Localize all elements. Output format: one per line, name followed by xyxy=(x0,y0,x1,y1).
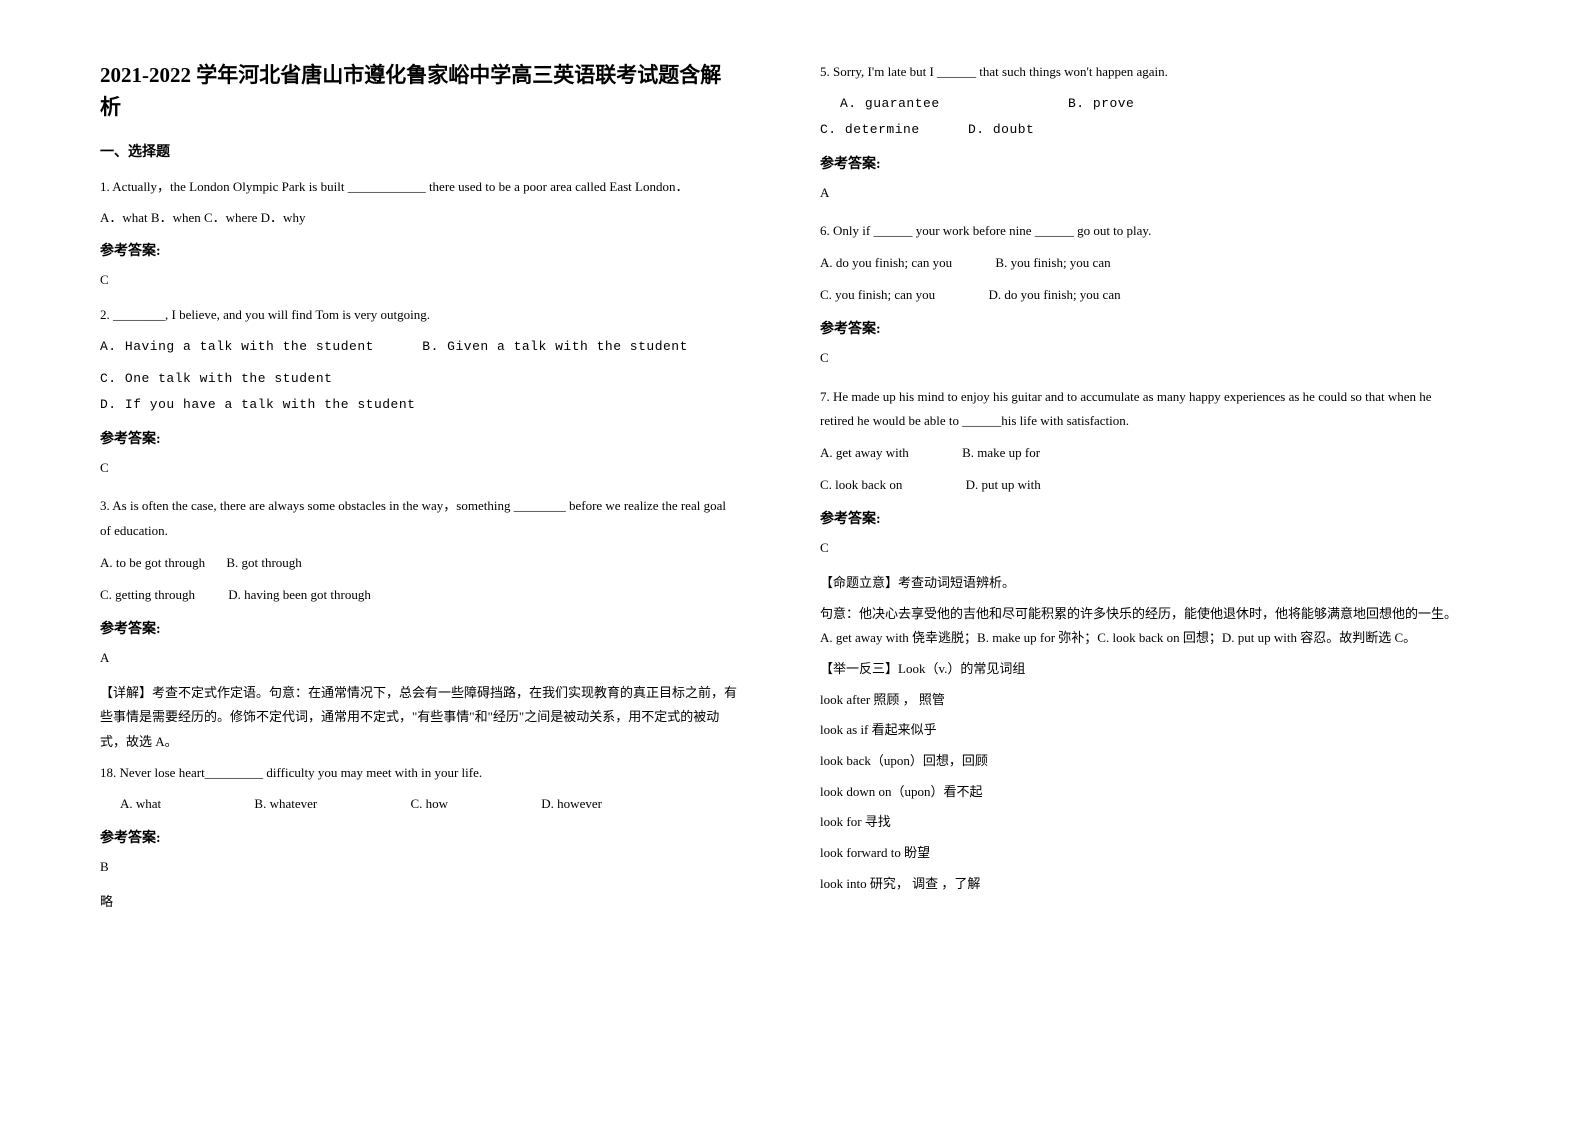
right-column: 5. Sorry, I'm late but I ______ that suc… xyxy=(800,60,1480,902)
q6-opt-a: A. do you finish; can you xyxy=(820,250,952,276)
q5-answer-label: 参考答案: xyxy=(820,153,1460,173)
q6-stem: 6. Only if ______ your work before nine … xyxy=(820,219,1460,244)
q6-options-row1: A. do you finish; can you B. you finish;… xyxy=(820,250,1460,276)
q7-explain-2: 句意：他决心去享受他的吉他和尽可能积累的许多快乐的经历，能使他退休时，他将能够满… xyxy=(820,602,1460,651)
q3-opt-b: B. got through xyxy=(226,550,301,576)
q6-opt-d: D. do you finish; you can xyxy=(988,282,1120,308)
left-column: 2021-2022 学年河北省唐山市遵化鲁家峪中学高三英语联考试题含解析 一、选… xyxy=(80,60,760,925)
q5-options: A. guarantee B. prove C. determine D. do… xyxy=(820,91,1460,143)
q7-opt-c: C. look back on xyxy=(820,472,902,498)
q7-stem: 7. He made up his mind to enjoy his guit… xyxy=(820,385,1460,434)
q4-note: 略 xyxy=(100,890,740,915)
q3-explain: 【详解】考查不定式作定语。句意：在通常情况下，总会有一些障碍挡路，在我们实现教育… xyxy=(100,681,740,755)
q3-opt-a: A. to be got through xyxy=(100,550,205,576)
q2-opt-c: C. One talk with the student xyxy=(100,366,332,392)
q1-answer: C xyxy=(100,268,740,293)
q6-opt-c: C. you finish; can you xyxy=(820,282,935,308)
q5-opt-a: A. guarantee xyxy=(840,91,940,117)
q2-stem: 2. ________, I believe, and you will fin… xyxy=(100,303,740,328)
q7-look-2: look as if 看起来似乎 xyxy=(820,718,1460,743)
q5-answer: A xyxy=(820,181,1460,206)
q2-options-row1: A. Having a talk with the student B. Giv… xyxy=(100,334,740,360)
q6-answer-label: 参考答案: xyxy=(820,318,1460,338)
q3-opt-d: D. having been got through xyxy=(228,582,371,608)
q3-options-row2: C. getting through D. having been got th… xyxy=(100,582,740,608)
exam-title: 2021-2022 学年河北省唐山市遵化鲁家峪中学高三英语联考试题含解析 xyxy=(100,60,740,123)
q6-options-row2: C. you finish; can you D. do you finish;… xyxy=(820,282,1460,308)
q7-options-row2: C. look back on D. put up with xyxy=(820,472,1460,498)
q2-options-row2: C. One talk with the student D. If you h… xyxy=(100,366,740,418)
q4-options: A. what B. whatever C. how D. however xyxy=(100,791,740,817)
q7-explain-3: 【举一反三】Look（v.）的常见词组 xyxy=(820,657,1460,682)
section-1-heading: 一、选择题 xyxy=(100,141,740,161)
q7-opt-d: D. put up with xyxy=(966,472,1041,498)
q3-answer: A xyxy=(100,646,740,671)
q7-opt-a: A. get away with xyxy=(820,440,909,466)
q7-opt-b: B. make up for xyxy=(962,440,1040,466)
q6-opt-b: B. you finish; you can xyxy=(995,250,1110,276)
q4-answer-label: 参考答案: xyxy=(100,827,740,847)
q2-opt-a: A. Having a talk with the student xyxy=(100,334,374,360)
q2-answer: C xyxy=(100,456,740,481)
q3-options-row1: A. to be got through B. got through xyxy=(100,550,740,576)
q4-opt-b: B. whatever xyxy=(254,791,317,817)
q7-look-6: look forward to 盼望 xyxy=(820,841,1460,866)
q7-answer-label: 参考答案: xyxy=(820,508,1460,528)
q4-opt-d: D. however xyxy=(541,791,602,817)
q5-opt-d: D. doubt xyxy=(968,117,1034,143)
q5-opt-c: C. determine xyxy=(820,117,920,143)
q2-answer-label: 参考答案: xyxy=(100,428,740,448)
q4-stem: 18. Never lose heart_________ difficulty… xyxy=(100,761,740,786)
q1-stem: 1. Actually，the London Olympic Park is b… xyxy=(100,175,740,200)
q3-answer-label: 参考答案: xyxy=(100,618,740,638)
q1-answer-label: 参考答案: xyxy=(100,240,740,260)
q7-look-3: look back（upon）回想，回顾 xyxy=(820,749,1460,774)
q3-stem: 3. As is often the case, there are alway… xyxy=(100,494,740,543)
q7-options-row1: A. get away with B. make up for xyxy=(820,440,1460,466)
q7-look-4: look down on（upon）看不起 xyxy=(820,780,1460,805)
q5-opt-b: B. prove xyxy=(1068,91,1134,117)
q3-opt-c: C. getting through xyxy=(100,582,195,608)
q2-opt-d: D. If you have a talk with the student xyxy=(100,392,415,418)
q7-look-7: look into 研究， 调查 ，了解 xyxy=(820,872,1460,897)
q5-stem: 5. Sorry, I'm late but I ______ that suc… xyxy=(820,60,1460,85)
q7-look-5: look for 寻找 xyxy=(820,810,1460,835)
q7-answer: C xyxy=(820,536,1460,561)
q4-opt-c: C. how xyxy=(410,791,448,817)
q7-explain-1: 【命题立意】考查动词短语辨析。 xyxy=(820,571,1460,596)
q4-opt-a: A. what xyxy=(120,791,161,817)
q2-opt-b: B. Given a talk with the student xyxy=(422,334,688,360)
q4-answer: B xyxy=(100,855,740,880)
q7-look-1: look after 照顾 ， 照管 xyxy=(820,688,1460,713)
q1-options: A．what B．when C．where D．why xyxy=(100,206,740,231)
q6-answer: C xyxy=(820,346,1460,371)
